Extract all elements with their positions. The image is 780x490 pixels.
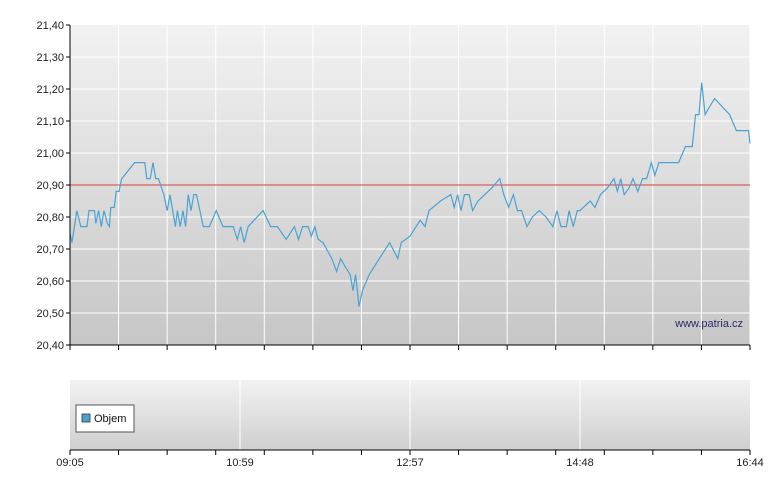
x-tick-label: 16:44 xyxy=(736,457,764,469)
y-tick-label: 21,20 xyxy=(36,84,64,96)
y-tick-label: 20,70 xyxy=(36,244,64,256)
volume-legend: Objem xyxy=(75,404,135,433)
y-tick-label: 21,40 xyxy=(36,20,64,32)
x-tick-label: 14:48 xyxy=(566,457,594,469)
volume-axis xyxy=(69,449,751,455)
x-axis-tick-labels: 09:05 10:59 12:57 14:48 16:44 xyxy=(56,457,764,469)
y-tick-label: 21,10 xyxy=(36,116,64,128)
y-tick-label: 20,90 xyxy=(36,180,64,192)
price-axis xyxy=(66,24,751,350)
y-axis-tick-labels: 21,40 21,30 21,20 21,10 21,00 20,90 20,80 20,70… xyxy=(36,20,64,352)
y-tick-label: 20,40 xyxy=(36,340,64,352)
y-tick-label: 21,30 xyxy=(36,52,64,64)
y-tick-label: 20,60 xyxy=(36,276,64,288)
y-tick-label: 20,50 xyxy=(36,308,64,320)
legend-swatch-objem xyxy=(81,413,91,423)
y-tick-label: 21,00 xyxy=(36,148,64,160)
x-tick-label: 12:57 xyxy=(396,457,424,469)
x-tick-label: 09:05 xyxy=(56,457,84,469)
legend-label-objem: Objem xyxy=(94,413,126,425)
y-tick-label: 20,80 xyxy=(36,212,64,224)
watermark: www.patria.cz xyxy=(674,318,743,330)
x-tick-label: 10:59 xyxy=(226,457,254,469)
price-series-line xyxy=(69,82,751,307)
volume-grid xyxy=(239,380,581,450)
